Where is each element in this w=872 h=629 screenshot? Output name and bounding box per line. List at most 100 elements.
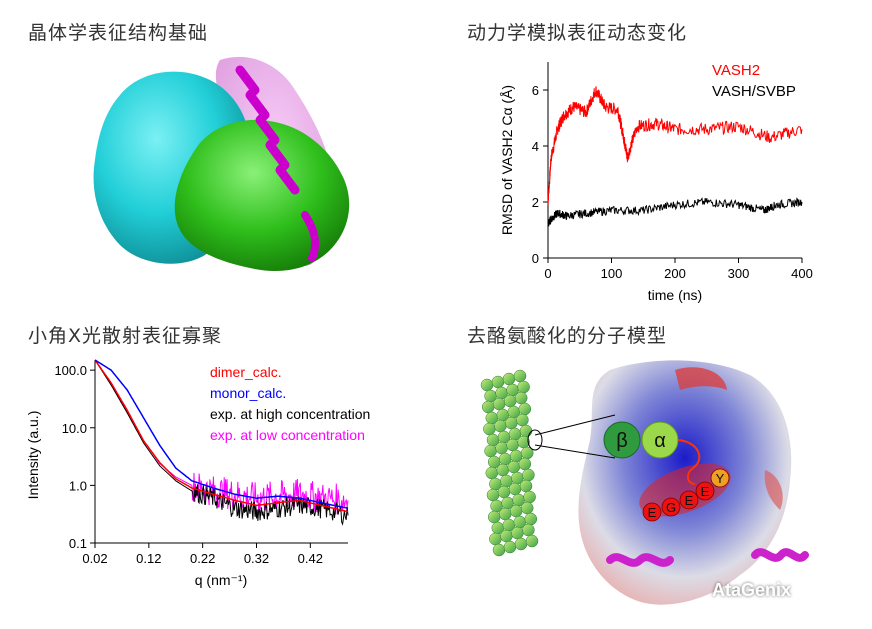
saxs-series-line (94, 359, 349, 513)
saxs-legend-low: exp. at low concentration (210, 427, 365, 443)
rmsd-xtick-label: 100 (601, 266, 623, 281)
tubulin-bead (524, 512, 538, 526)
saxs-ytick-label: 100.0 (54, 363, 87, 378)
saxs-ytick-label: 10.0 (62, 421, 87, 436)
tubulin-bead (487, 510, 501, 524)
tubulin-bead (508, 482, 522, 496)
tubulin-bead (481, 400, 495, 414)
tubulin-bead (513, 369, 527, 383)
red-patch-right (764, 470, 783, 510)
microtubule-highlight (527, 429, 543, 451)
rmsd-legend-vash-svbp: VASH/SVBP (712, 83, 796, 100)
rmsd-xtick-label: 200 (664, 266, 686, 281)
molecular-model-image: β α E G EEY (480, 360, 809, 605)
magenta-helix-tail (301, 211, 320, 262)
tubulin-bead (484, 444, 497, 458)
tail-residue-label: E (701, 484, 710, 499)
tubulin-bead (505, 416, 518, 430)
rmsd-series-line (547, 86, 803, 205)
rmsd-legend-vash2: VASH2 (712, 62, 760, 79)
connector-line-bottom (534, 444, 616, 459)
saxs-legend-high: exp. at high concentration (210, 406, 370, 422)
tubulin-bead (514, 537, 528, 551)
rmsd-ytick-label: 6 (532, 83, 539, 98)
tubulin-bead (491, 375, 505, 389)
tail-residue-label: Y (716, 471, 725, 486)
magenta-helix (235, 65, 300, 195)
tubulin-bead (519, 479, 533, 493)
tail-residue-circle (710, 468, 730, 488)
tubulin-bead (507, 460, 521, 474)
tubulin-bead (498, 507, 512, 521)
tubulin-bead (492, 543, 506, 557)
saxs-ytick-label: 0.1 (69, 536, 87, 551)
green-surface (174, 119, 350, 271)
saxs-chart: 0.02 0.12 0.22 0.32 0.42 0.1 1.0 10.0 100.0 q (… (25, 359, 370, 588)
rmsd-xtick-label: 400 (791, 266, 813, 281)
tubulin-bead (489, 532, 502, 546)
tubulin-bead (520, 501, 534, 515)
tubulin-bead (485, 466, 499, 480)
tubulin-bead (483, 422, 496, 436)
tail-residue-label: E (685, 493, 694, 508)
saxs-series-line (94, 359, 349, 510)
beta-subunit (603, 421, 641, 459)
watermark-text: AtaGenix (712, 580, 792, 600)
tail-residues: E G EEY (642, 468, 730, 522)
tubulin-bead (509, 504, 523, 518)
tubulin-bead (516, 413, 529, 427)
tubulin-bead (496, 463, 510, 477)
panel-title-saxs: 小角X光散射表征寡聚 (28, 325, 223, 347)
tubulin-bead (503, 394, 517, 408)
saxs-xtick-label: 0.32 (244, 551, 269, 566)
helix-left (606, 553, 674, 567)
panel-title-dynamics: 动力学模拟表征动态变化 (467, 22, 688, 44)
tubulin-bead (480, 378, 494, 392)
tubulin-bead (518, 457, 532, 471)
alpha-label: α (654, 430, 666, 452)
tubulin-bead (514, 391, 528, 405)
tubulin-bead (497, 485, 511, 499)
tail-residue-label: G (666, 500, 676, 515)
tubulin-bead (511, 526, 524, 540)
saxs-xtick-label: 0.12 (136, 551, 161, 566)
tubulin-bead (494, 419, 507, 433)
tubulin-bead (523, 490, 536, 504)
saxs-xtick-label: 0.22 (190, 551, 215, 566)
tubulin-bead (492, 397, 506, 411)
tubulin-bead (500, 529, 513, 543)
microtubule (480, 369, 539, 557)
tubulin-bead (517, 380, 530, 394)
saxs-xtick-label: 0.42 (298, 551, 323, 566)
tubulin-bead (522, 468, 535, 482)
rmsd-ytick-label: 4 (532, 139, 539, 154)
tail-residue-circle (661, 497, 681, 517)
connector-line-top (534, 414, 616, 436)
rmsd-xlabel: time (ns) (648, 287, 702, 303)
tail-residue-circle (679, 490, 699, 510)
tubulin-bead (518, 402, 532, 416)
tubulin-bead (486, 488, 500, 502)
saxs-ylabel: Intensity (a.u.) (25, 411, 41, 500)
tail-residue-label: E (648, 505, 657, 520)
tail-linker (677, 439, 701, 485)
rmsd-chart: 0 100 200 300 400 0 2 4 6 time (ns) RMSD of VAS… (499, 62, 813, 303)
tubulin-bead (502, 372, 516, 386)
red-patch (675, 367, 727, 390)
acidic-pocket (639, 463, 731, 517)
tubulin-bead (503, 540, 517, 554)
tubulin-bead (506, 438, 519, 452)
panel-title-crystal: 晶体学表征结构基础 (28, 22, 209, 44)
saxs-axes (94, 360, 348, 544)
saxs-ytick-label: 1.0 (69, 478, 87, 493)
rmsd-ylabel: RMSD of VASH2 Cα (Å) (499, 85, 515, 235)
tubulin-bead (495, 441, 508, 455)
saxs-legend-dimer: dimer_calc. (210, 364, 282, 380)
saxs-legend-monor: monor_calc. (210, 385, 286, 401)
beta-label: β (616, 430, 628, 452)
tail-residue-circle (642, 502, 662, 522)
rmsd-series-line (547, 197, 803, 227)
rmsd-xtick-label: 300 (728, 266, 750, 281)
saxs-xtick-label: 0.02 (82, 551, 107, 566)
helix-right (751, 548, 809, 562)
